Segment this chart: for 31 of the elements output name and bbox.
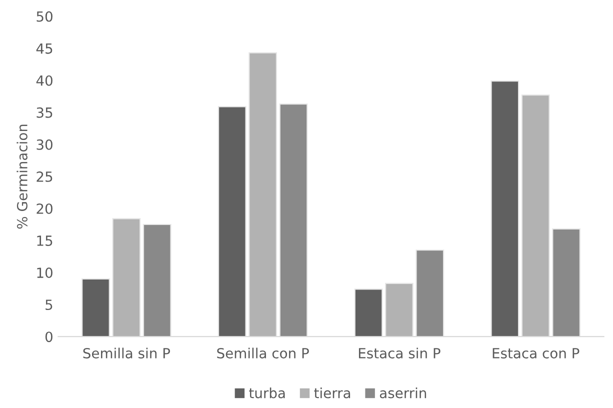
- bar: [218, 106, 246, 337]
- bar: [248, 52, 278, 337]
- y-tick-label: 25: [36, 171, 52, 182]
- bar: [354, 288, 383, 337]
- y-tick-label: 10: [37, 268, 52, 278]
- bar: [142, 224, 172, 337]
- bar: [279, 104, 308, 337]
- legend-label: turba: [249, 388, 285, 398]
- x-tick-label: Semilla sin P: [83, 348, 170, 358]
- y-tick-label: 45: [36, 44, 52, 54]
- bar: [82, 278, 110, 337]
- x-tick-label: Estaca sin P: [358, 348, 440, 358]
- bar: [112, 218, 141, 337]
- legend-label: aserrin: [380, 388, 426, 398]
- bar: [416, 250, 444, 337]
- bar: [385, 282, 414, 337]
- y-axis-title: % Germinacion: [16, 124, 28, 229]
- y-tick-label: 35: [36, 107, 52, 118]
- y-tick-label: 50: [36, 11, 52, 22]
- x-tick-label: Estaca con P: [492, 348, 580, 358]
- legend-label: tierra: [314, 388, 350, 398]
- x-tick-label: Semilla con P: [217, 348, 309, 358]
- bar: [490, 80, 520, 337]
- bar: [552, 228, 580, 337]
- bar: [521, 94, 550, 337]
- y-tick-label: 20: [36, 203, 52, 214]
- y-tick-label: 5: [46, 300, 52, 310]
- y-tick-label: 40: [36, 75, 52, 86]
- y-tick-label: 30: [36, 139, 52, 150]
- y-tick-label: 0: [45, 332, 52, 342]
- y-tick-label: 15: [37, 236, 52, 246]
